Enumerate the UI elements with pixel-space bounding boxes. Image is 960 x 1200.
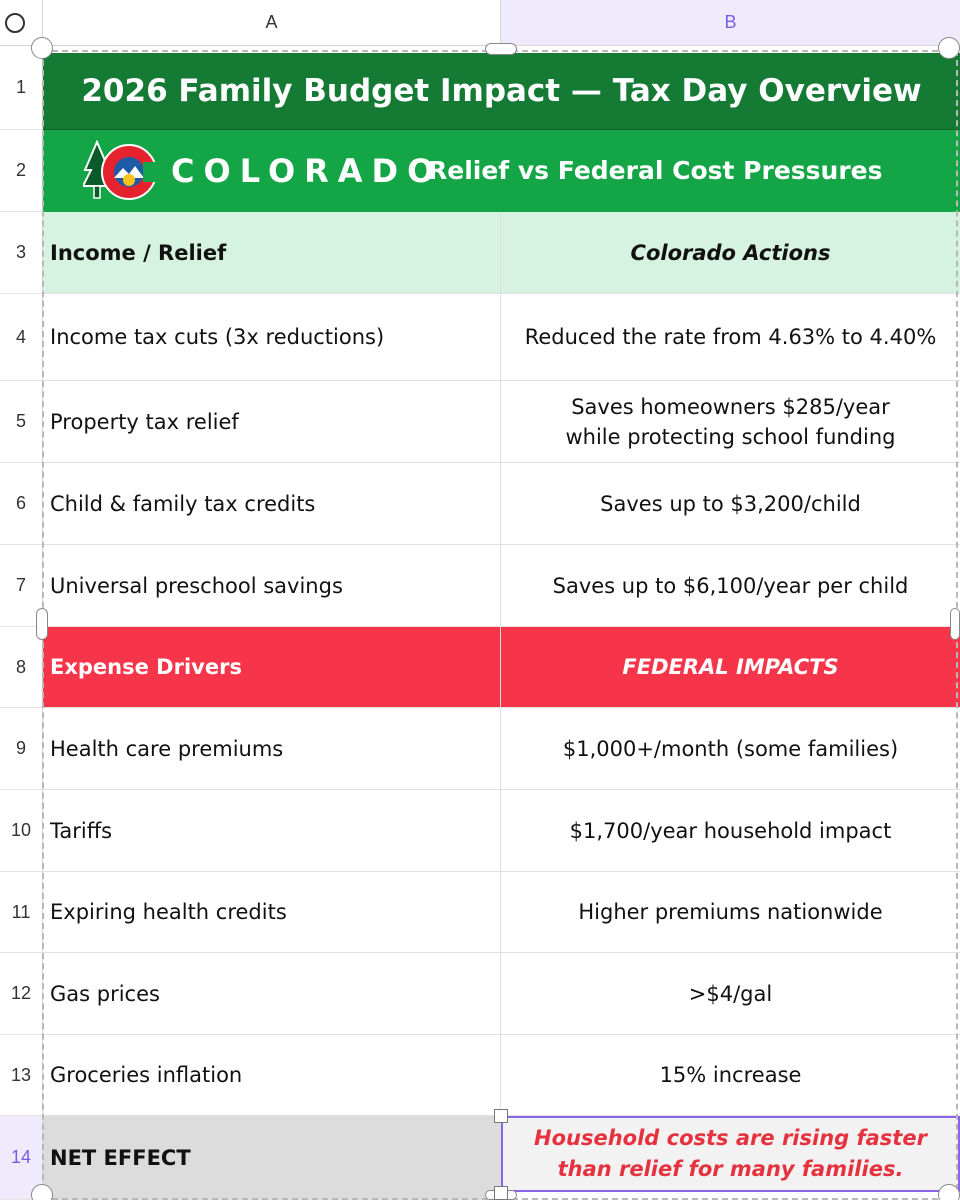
relief-row-1-b[interactable]: Reduced the rate from 4.63% to 4.40% [501,294,960,381]
select-all-circle-icon[interactable] [5,13,25,33]
relief-row-4-b[interactable]: Saves up to $6,100/year per child [501,545,960,627]
cell-text: Saves up to $6,100/year per child [552,573,909,598]
cell-text: $1,700/year household impact [569,818,892,843]
expense-row-3-b[interactable]: Higher premiums nationwide [501,872,960,953]
expense-header-federal: FEDERAL IMPACTS [622,655,839,679]
cell-text: Universal preschool savings [50,573,343,598]
expense-row-1-b[interactable]: $1,000+/month (some families) [501,708,960,790]
column-header-a[interactable]: A [43,0,501,46]
cell-text: Health care premiums [50,736,284,761]
relief-row-1-a[interactable]: Income tax cuts (3x reductions) [43,294,501,381]
column-header-b[interactable]: B [501,0,960,46]
cell-text: Gas prices [50,981,160,1006]
resize-handle-top-right[interactable] [938,37,960,59]
row-header-3[interactable]: 3 [0,212,43,294]
row-header-13[interactable]: 13 [0,1035,43,1116]
cell-text: Income tax cuts (3x reductions) [50,325,385,349]
bottom-spacer [501,1192,960,1200]
expense-header-a[interactable]: Expense Drivers [43,627,501,708]
row-header-7[interactable]: 7 [0,545,43,627]
row-header-6[interactable]: 6 [0,463,43,545]
expense-row-5-b[interactable]: 15% increase [501,1035,960,1116]
resize-handle-bottom-left[interactable] [31,1184,53,1200]
relief-header-a[interactable]: Income / Relief [43,212,501,294]
row-header-9[interactable]: 9 [0,708,43,790]
cell-text: Reduced the rate from 4.63% to 4.40% [524,325,937,349]
expense-row-2-b[interactable]: $1,700/year household impact [501,790,960,872]
cell-text: Saves homeowners $285/year while protect… [565,394,896,449]
cell-text: Higher premiums nationwide [578,900,883,924]
select-all-corner[interactable] [0,0,43,46]
row-header-1[interactable]: 1 [0,46,43,130]
logo-cell[interactable]: COLORADO Relief vs Federal Cost Pressure… [43,130,960,212]
row-header-11[interactable]: 11 [0,872,43,953]
resize-handle-top-left[interactable] [31,37,53,59]
resize-handle-right[interactable] [950,608,960,640]
colorado-logo-icon [83,140,157,200]
relief-row-3-b[interactable]: Saves up to $3,200/child [501,463,960,545]
relief-row-2-b[interactable]: Saves homeowners $285/year while protect… [501,381,960,463]
cell-corner-handle-bottom[interactable] [494,1186,508,1200]
relief-row-3-a[interactable]: Child & family tax credits [43,463,501,545]
row-header-8[interactable]: 8 [0,627,43,708]
page-title: 2026 Family Budget Impact — Tax Day Over… [81,73,922,109]
row-header-2[interactable]: 2 [0,130,43,212]
relief-row-4-a[interactable]: Universal preschool savings [43,545,501,627]
expense-row-4-b[interactable]: >$4/gal [501,953,960,1035]
expense-header-b[interactable]: FEDERAL IMPACTS [501,627,960,708]
cell-text: Expiring health credits [50,900,287,924]
cell-corner-handle-top[interactable] [494,1109,508,1123]
resize-handle-left[interactable] [36,608,48,640]
expense-header-label: Expense Drivers [50,655,242,679]
row-header-4[interactable]: 4 [0,294,43,381]
cell-text: Tariffs [50,818,113,843]
row-header-10[interactable]: 10 [0,790,43,872]
expense-row-1-a[interactable]: Health care premiums [43,708,501,790]
logo-subtitle: Relief vs Federal Cost Pressures [428,156,883,185]
net-effect-a[interactable]: NET EFFECT [43,1116,501,1200]
colorado-wordmark: COLORADO [171,152,444,190]
expense-row-4-a[interactable]: Gas prices [43,953,501,1035]
resize-handle-bottom-right[interactable] [938,1184,960,1200]
resize-handle-top[interactable] [485,43,517,55]
title-cell[interactable]: 2026 Family Budget Impact — Tax Day Over… [43,53,960,130]
row-header-5[interactable]: 5 [0,381,43,463]
cell-text: Child & family tax credits [50,491,316,516]
cell-text: $1,000+/month (some families) [562,736,899,761]
expense-row-2-a[interactable]: Tariffs [43,790,501,872]
relief-header-label: Income / Relief [50,240,227,265]
relief-header-actions: Colorado Actions [630,240,831,265]
cell-text: >$4/gal [688,981,773,1006]
expense-row-5-a[interactable]: Groceries inflation [43,1035,501,1116]
net-effect-label: NET EFFECT [50,1145,191,1170]
cell-text: Saves up to $3,200/child [600,491,861,516]
row-header-12[interactable]: 12 [0,953,43,1035]
net-effect-text: Household costs are rising faster than r… [534,1126,927,1181]
relief-header-b[interactable]: Colorado Actions [501,212,960,294]
cell-text: Groceries inflation [50,1063,243,1087]
relief-row-2-a[interactable]: Property tax relief [43,381,501,463]
net-effect-b-selected-cell[interactable]: Household costs are rising faster than r… [501,1116,960,1192]
cell-text: Property tax relief [50,409,239,434]
expense-row-3-a[interactable]: Expiring health credits [43,872,501,953]
cell-text: 15% increase [659,1063,802,1087]
